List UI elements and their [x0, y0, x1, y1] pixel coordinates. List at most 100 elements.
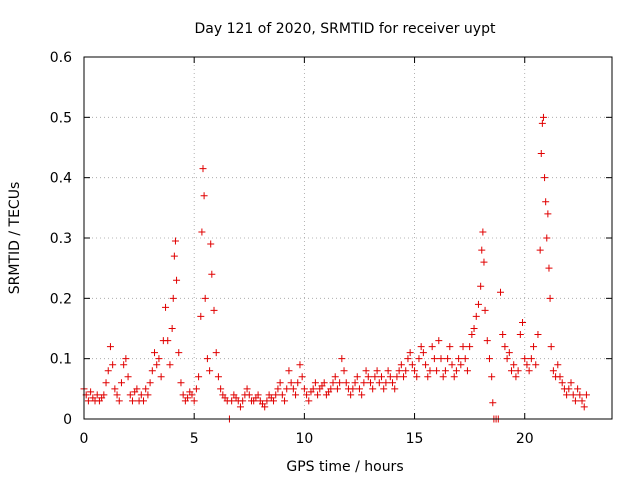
data-point	[539, 113, 547, 121]
data-point	[576, 391, 584, 399]
y-tick-label: 0	[63, 412, 72, 428]
data-point	[459, 343, 467, 351]
data-point	[144, 391, 152, 399]
data-point	[364, 373, 372, 381]
data-point	[558, 379, 566, 387]
data-point	[155, 355, 163, 363]
data-point	[424, 373, 432, 381]
data-point	[289, 385, 297, 393]
data-point	[360, 379, 368, 387]
data-point	[300, 385, 308, 393]
x-tick-label: 15	[406, 431, 424, 447]
data-point	[347, 391, 355, 399]
data-point	[514, 367, 522, 375]
data-point	[474, 300, 482, 308]
data-point	[455, 355, 463, 363]
data-point	[478, 246, 486, 254]
data-point	[380, 385, 388, 393]
data-point	[210, 306, 218, 314]
x-tick-label: 5	[190, 431, 199, 447]
data-point	[397, 361, 405, 369]
data-point	[382, 379, 390, 387]
data-point	[386, 373, 394, 381]
data-point	[428, 343, 436, 351]
data-point	[426, 367, 434, 375]
data-point	[523, 361, 531, 369]
y-tick-label: 0.3	[50, 231, 72, 247]
data-point	[446, 343, 454, 351]
data-point	[336, 379, 344, 387]
data-point	[261, 403, 269, 411]
data-point	[545, 264, 553, 272]
data-point	[505, 349, 513, 357]
data-point	[563, 391, 571, 399]
data-point	[373, 367, 381, 375]
data-point	[477, 282, 485, 290]
x-axis-label: GPS time / hours	[286, 459, 403, 475]
data-point	[283, 385, 291, 393]
data-point	[371, 373, 379, 381]
data-point	[466, 343, 474, 351]
data-point	[546, 294, 554, 302]
data-points	[80, 113, 590, 423]
data-point	[287, 379, 295, 387]
data-point	[122, 355, 130, 363]
data-point	[254, 391, 262, 399]
data-point	[168, 325, 176, 332]
data-point	[406, 349, 414, 357]
data-point	[217, 385, 225, 393]
data-point	[369, 385, 377, 393]
data-point	[430, 355, 438, 363]
data-point	[567, 379, 575, 387]
data-point	[501, 343, 509, 351]
data-point	[349, 385, 357, 393]
data-point	[351, 379, 359, 387]
data-point	[124, 373, 132, 381]
data-point	[142, 385, 150, 393]
data-point	[543, 234, 551, 242]
data-point	[188, 391, 196, 399]
data-point	[362, 367, 370, 375]
data-point	[171, 237, 179, 245]
data-point	[102, 379, 110, 387]
data-point	[439, 373, 447, 381]
data-point	[472, 312, 480, 320]
data-point	[519, 318, 527, 326]
y-tick-label: 0.4	[50, 171, 72, 187]
data-point	[457, 361, 465, 369]
data-point	[508, 367, 516, 375]
y-tick-label: 0.6	[50, 50, 72, 66]
data-point	[377, 373, 385, 381]
data-point	[503, 355, 511, 363]
data-point	[192, 385, 200, 393]
data-point	[404, 355, 412, 363]
data-point	[525, 367, 533, 375]
data-point	[296, 361, 304, 369]
data-point	[393, 373, 401, 381]
data-point	[179, 391, 187, 399]
data-point	[521, 355, 529, 363]
data-point	[197, 312, 205, 320]
data-point	[214, 373, 222, 381]
data-point	[311, 379, 319, 387]
data-point	[448, 361, 456, 369]
data-point	[177, 379, 185, 387]
data-point	[109, 361, 117, 369]
data-point	[544, 210, 552, 218]
data-point	[353, 373, 361, 381]
data-point	[120, 361, 128, 369]
data-point	[115, 397, 123, 405]
data-point	[437, 355, 445, 363]
data-point	[333, 385, 341, 393]
data-point	[320, 379, 328, 387]
data-point	[411, 367, 419, 375]
data-point	[201, 294, 209, 302]
data-point	[536, 246, 544, 254]
data-point	[117, 379, 125, 387]
y-axis-label: SRMTID / TECUs	[7, 182, 23, 295]
data-point	[479, 228, 487, 236]
data-point	[516, 331, 524, 339]
x-tick-label: 10	[295, 431, 313, 447]
data-point	[549, 367, 557, 375]
